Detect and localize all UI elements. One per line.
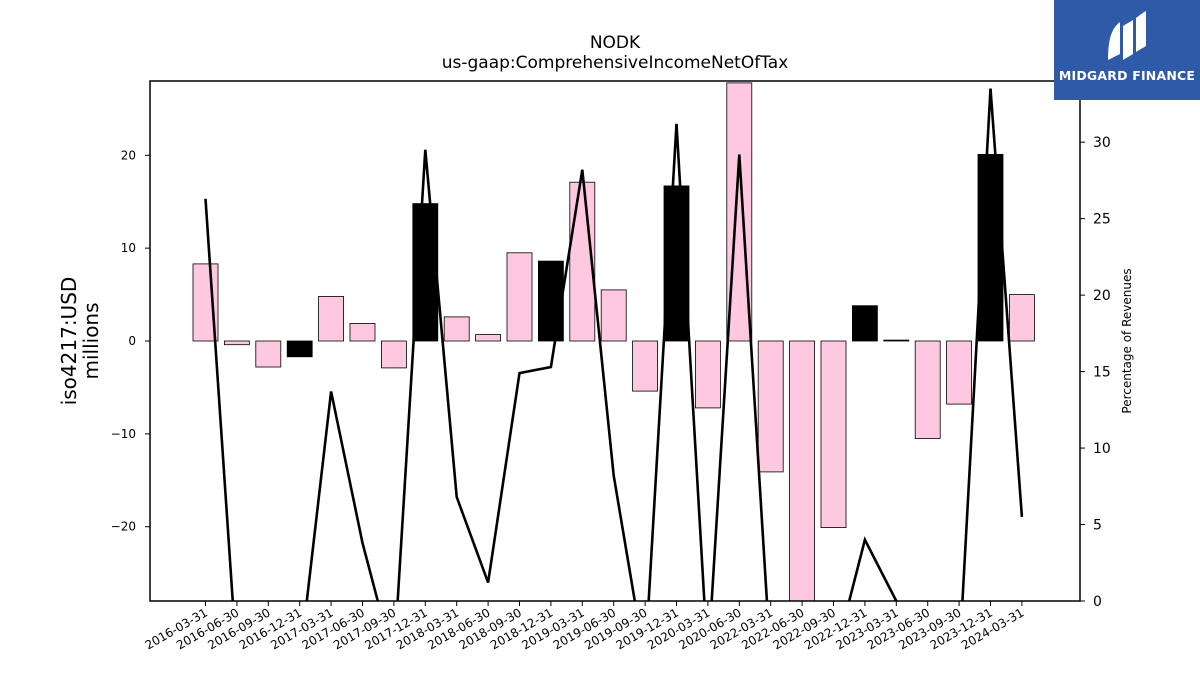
y2-tick-label: 5: [1093, 518, 1102, 534]
logo-text: MIDGARD FINANCE: [1058, 68, 1196, 83]
y-tick-label: −10: [111, 427, 136, 441]
bar-2023-09-30: [946, 340, 972, 405]
bar-2019-09-30: [632, 340, 658, 392]
bar-2019-06-30: [600, 289, 627, 342]
bar-2023-06-30: [914, 340, 941, 439]
bar-2016-09-30: [255, 340, 282, 368]
bar-2018-12-31: [538, 260, 564, 342]
bar-series: [192, 82, 1035, 602]
bar-2016-12-31: [286, 340, 313, 358]
y2-tick-label: 0: [1093, 594, 1102, 610]
right-axis: 0 5 10 15 20 25 30: [1080, 135, 1111, 610]
percentage-of-revenues-line: [204, 88, 1024, 601]
bar-2017-03-31: [318, 295, 345, 342]
y-axis-label-line1: iso4217:USD: [57, 277, 81, 406]
y2-tick-label: 25: [1093, 212, 1111, 228]
chart-title: NODK: [590, 33, 641, 53]
bar-2023-03-31: [883, 339, 910, 342]
y-tick-label: −20: [111, 520, 136, 534]
bar-2018-03-31: [443, 316, 470, 342]
bar-2022-09-30: [820, 340, 847, 529]
bar-2024-03-31: [1009, 294, 1035, 342]
y2-tick-label: 10: [1093, 441, 1111, 457]
y-axis-label-line2: millions: [79, 302, 103, 379]
bar-2022-03-31: [757, 340, 784, 473]
y-tick-label: 20: [121, 148, 136, 162]
y2-axis-label: Percentage of Revenues: [1120, 268, 1134, 413]
bar-2022-06-30: [789, 340, 815, 602]
chart-subtitle: us-gaap:ComprehensiveIncomeNetOfTax: [442, 53, 789, 73]
x-axis: 2016-03-312016-06-302016-09-302016-12-31…: [143, 601, 1026, 652]
y2-tick-label: 30: [1093, 135, 1111, 151]
y-tick-label: 10: [121, 241, 136, 255]
left-axis: −20 −10 0 10 20: [111, 148, 150, 534]
bar-2017-09-30: [380, 340, 407, 369]
bar-2022-12-31: [852, 305, 878, 342]
bar-2018-06-30: [475, 334, 502, 342]
bar-2017-06-30: [349, 322, 376, 342]
midgard-logo-icon: [1108, 11, 1146, 60]
midgard-finance-logo: MIDGARD FINANCE: [1054, 0, 1200, 100]
y2-tick-label: 20: [1093, 288, 1111, 304]
bar-2016-06-30: [223, 340, 250, 346]
y2-tick-label: 15: [1093, 365, 1111, 381]
bar-2020-03-31: [695, 340, 721, 409]
bar-2018-09-30: [506, 252, 533, 342]
y-tick-label: 0: [128, 334, 136, 348]
line-series: [204, 88, 1024, 601]
